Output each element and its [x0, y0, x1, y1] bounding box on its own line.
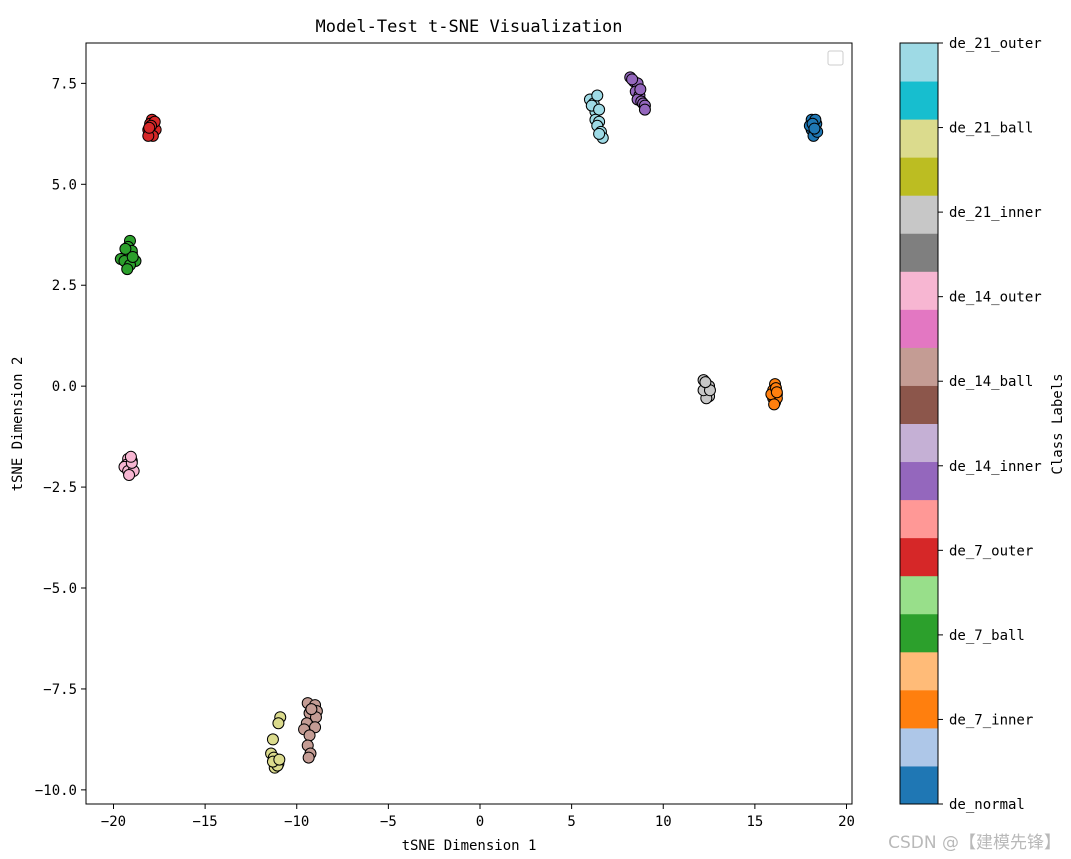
colorbar-segment — [900, 689, 938, 729]
x-tick-label: 0 — [476, 814, 484, 830]
colorbar-tick-label: de_14_outer — [949, 290, 1042, 306]
watermark: CSDN @【建模先锋】 — [888, 833, 1061, 853]
colorbar-segment — [900, 347, 938, 386]
scatter-point — [770, 386, 783, 399]
scatter-point — [593, 103, 606, 116]
scatter-point — [591, 89, 604, 102]
scatter-point — [626, 73, 639, 86]
scatter-point — [303, 729, 316, 742]
colorbar-tick-label: de_7_ball — [949, 628, 1025, 644]
colorbar-segment — [900, 613, 938, 653]
colorbar: de_normal de_7_inner de_7_ball de_7_outer de… — [899, 36, 1042, 813]
scatter-point — [808, 122, 821, 135]
colorbar-segment — [900, 195, 938, 234]
y-axis-label: tSNE Dimension 2 — [10, 357, 26, 492]
x-tick-label: 15 — [746, 814, 763, 830]
y-tick-label: 2.5 — [52, 278, 77, 294]
scatter-point — [634, 83, 647, 96]
x-axis-label: tSNE Dimension 1 — [402, 838, 537, 854]
colorbar-frame — [899, 42, 939, 805]
scatter-point — [305, 703, 318, 716]
colorbar-segment — [900, 119, 938, 158]
x-tick-label: 20 — [838, 814, 855, 830]
colorbar-segment — [900, 271, 938, 310]
colorbar-tick-label: de_normal — [949, 797, 1025, 813]
colorbar-segment — [900, 575, 938, 615]
cluster-orange — [765, 378, 783, 411]
cluster-brown — [298, 697, 323, 764]
cluster-lightgray — [697, 374, 716, 405]
colorbar-segment — [900, 81, 938, 120]
y-tick-label: −2.5 — [43, 480, 77, 496]
legend-box — [827, 50, 844, 66]
scatter-point — [272, 717, 285, 730]
colorbar-segment — [900, 309, 938, 348]
x-tick-label: −20 — [101, 814, 126, 830]
colorbar-tick-label: de_14_ball — [949, 374, 1033, 390]
colorbar-tick-label: de_21_outer — [949, 36, 1042, 52]
scatter-point — [273, 753, 286, 766]
colorbar-segment — [900, 385, 938, 424]
y-tick-label: −5.0 — [43, 581, 77, 597]
scatter-point — [121, 263, 134, 276]
x-tick-label: 5 — [567, 814, 575, 830]
colorbar-segment — [900, 765, 938, 805]
colorbar-tick-label: de_14_inner — [949, 459, 1042, 475]
y-tick-label: −7.5 — [43, 682, 77, 698]
scatter-point — [699, 376, 712, 389]
cluster-darkblue — [803, 113, 824, 142]
cluster-red — [142, 113, 162, 142]
x-tick-label: −15 — [192, 814, 217, 830]
x-tick-label: −5 — [380, 814, 397, 830]
cluster-pink — [118, 450, 140, 481]
colorbar-tick-label: de_7_outer — [949, 543, 1033, 559]
y-tick-label: 7.5 — [52, 76, 77, 92]
scatter-point — [124, 450, 137, 463]
axis-ticks: −20 −15 −10 −5 0 5 10 15 20 −10.0 −7.5 −5.0 −2.5 0.0 2… — [35, 76, 855, 830]
x-tick-label: 10 — [655, 814, 672, 830]
colorbar-label: Class Labels — [1050, 373, 1066, 474]
scatter-point — [123, 468, 136, 481]
colorbar-segment — [900, 499, 938, 539]
y-tick-label: 5.0 — [52, 177, 77, 193]
colorbar-segment — [900, 537, 938, 577]
chart-title: Model-Test t-SNE Visualization — [315, 17, 622, 37]
scatter-point — [638, 103, 651, 116]
colorbar-segment — [900, 423, 938, 463]
plot-area — [85, 42, 853, 805]
cluster-lightcyan — [583, 89, 609, 144]
colorbar-segment — [900, 461, 938, 501]
colorbar-segment — [900, 157, 938, 196]
cluster-purple — [624, 71, 651, 116]
colorbar-tick-label: de_21_inner — [949, 205, 1042, 221]
colorbar-tick-label: de_7_inner — [949, 712, 1033, 728]
scatter-point — [266, 733, 279, 746]
scatter-point — [119, 242, 132, 255]
x-tick-label: −10 — [284, 814, 309, 830]
scatter-point — [768, 398, 781, 411]
cluster-green — [114, 234, 142, 276]
scatter-point — [143, 121, 156, 134]
scatter-point — [302, 751, 315, 764]
scatter-points — [114, 71, 824, 774]
scatter-point — [126, 250, 139, 263]
y-tick-label: −10.0 — [35, 783, 77, 799]
colorbar-segment — [900, 43, 938, 82]
y-tick-label: 0.0 — [52, 379, 77, 395]
colorbar-segment — [900, 651, 938, 691]
cluster-olive — [265, 711, 287, 774]
scatter-point — [593, 127, 606, 140]
colorbar-segment — [900, 727, 938, 767]
colorbar-segment — [900, 233, 938, 272]
colorbar-tick-label: de_21_ball — [949, 121, 1033, 137]
